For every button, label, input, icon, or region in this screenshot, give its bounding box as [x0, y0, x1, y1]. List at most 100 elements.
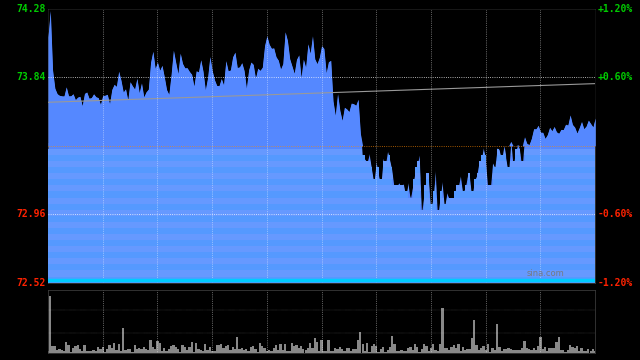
Bar — [305, 350, 307, 353]
Bar — [532, 348, 535, 353]
Bar — [48, 276, 595, 283]
Bar — [428, 351, 430, 353]
Bar — [172, 345, 175, 353]
Bar — [553, 348, 556, 353]
Bar — [327, 340, 330, 353]
Bar — [252, 346, 254, 353]
Bar — [54, 346, 56, 353]
Bar — [318, 351, 321, 353]
Bar — [48, 204, 595, 210]
Bar — [564, 352, 566, 353]
Bar — [373, 344, 375, 353]
Bar — [359, 332, 362, 353]
Bar — [334, 348, 337, 353]
Bar — [58, 349, 61, 353]
Bar — [339, 347, 341, 353]
Bar — [51, 346, 54, 353]
Bar — [426, 346, 428, 353]
Bar — [435, 350, 436, 353]
Bar — [108, 345, 111, 353]
Bar — [588, 349, 589, 353]
Bar — [48, 198, 595, 204]
Bar — [357, 341, 359, 353]
Bar — [566, 350, 569, 353]
Bar — [168, 349, 170, 353]
Bar — [323, 351, 325, 353]
Bar — [362, 343, 364, 353]
Bar — [229, 350, 232, 353]
Bar — [218, 345, 220, 353]
Bar — [414, 343, 416, 353]
Bar — [382, 347, 384, 353]
Bar — [403, 351, 405, 353]
Bar — [530, 350, 532, 353]
Bar — [90, 351, 92, 353]
Bar — [471, 338, 473, 353]
Bar — [56, 350, 58, 353]
Bar — [118, 344, 120, 353]
Bar — [355, 349, 357, 353]
Bar — [505, 349, 508, 353]
Bar — [129, 348, 131, 353]
Bar — [350, 351, 353, 353]
Bar — [307, 348, 309, 353]
Bar — [369, 352, 371, 353]
Bar — [348, 348, 350, 353]
Bar — [97, 347, 99, 353]
Bar — [165, 351, 168, 353]
Bar — [508, 348, 509, 353]
Text: 74.28: 74.28 — [16, 4, 45, 14]
Bar — [535, 350, 537, 353]
Bar — [49, 296, 51, 353]
Bar — [106, 348, 108, 353]
Bar — [548, 348, 551, 353]
Bar — [48, 173, 595, 179]
Bar — [243, 350, 245, 353]
Bar — [375, 346, 378, 353]
Bar — [268, 350, 270, 353]
Bar — [48, 143, 595, 149]
Bar — [476, 345, 478, 353]
Bar — [544, 347, 546, 353]
Bar — [120, 351, 122, 353]
Bar — [515, 350, 516, 353]
Bar — [280, 345, 282, 353]
Bar — [500, 351, 503, 353]
Bar — [509, 349, 512, 353]
Bar — [557, 337, 560, 353]
Bar — [184, 347, 186, 353]
Text: sina.com: sina.com — [527, 269, 564, 278]
Bar — [446, 348, 448, 353]
Text: +0.60%: +0.60% — [598, 72, 633, 82]
Bar — [195, 343, 197, 353]
Bar — [387, 350, 389, 353]
Bar — [540, 337, 541, 353]
Bar — [330, 351, 332, 353]
Bar — [191, 342, 193, 353]
Bar — [193, 352, 195, 353]
Bar — [152, 347, 154, 353]
Bar — [364, 351, 366, 353]
Bar — [145, 349, 147, 353]
Bar — [104, 352, 106, 353]
Bar — [86, 351, 88, 353]
Bar — [127, 349, 129, 353]
Bar — [484, 350, 487, 353]
Bar — [551, 348, 553, 353]
Bar — [378, 352, 380, 353]
Bar — [407, 348, 410, 353]
Bar — [111, 348, 113, 353]
Bar — [291, 343, 293, 353]
Bar — [353, 349, 355, 353]
Bar — [284, 345, 286, 353]
Bar — [589, 351, 592, 353]
Bar — [512, 350, 515, 353]
Bar — [200, 350, 202, 353]
Bar — [259, 343, 261, 353]
Bar — [296, 345, 298, 353]
Bar — [537, 346, 540, 353]
Bar — [576, 346, 578, 353]
Bar — [594, 351, 596, 353]
Bar — [179, 352, 181, 353]
Bar — [452, 345, 455, 353]
